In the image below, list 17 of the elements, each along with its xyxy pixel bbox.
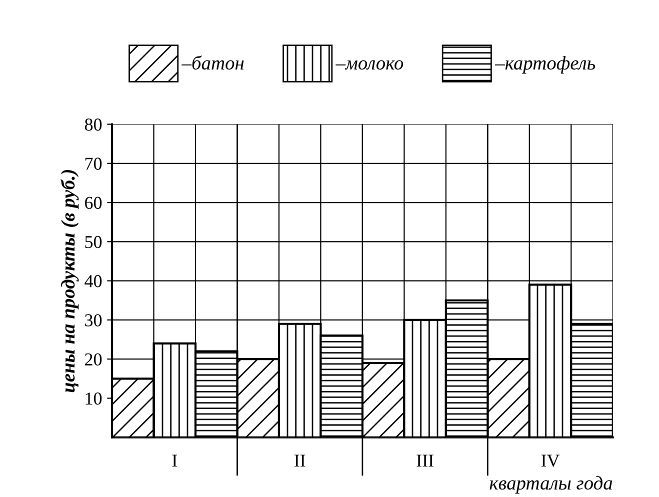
legend-label: –батон — [182, 56, 244, 70]
x-tick-label: III — [416, 454, 434, 467]
y-axis-title: цены на продукты (в руб.) — [60, 170, 79, 392]
y-tick-label: 40 — [84, 275, 102, 288]
y-tick-label: 70 — [85, 158, 102, 170]
x-tick-label: I — [172, 454, 178, 467]
legend-label: –картофель — [494, 56, 596, 74]
y-tick-label: 30 — [85, 314, 102, 326]
y-tick-label: 50 — [85, 236, 102, 248]
y-tick-label: 80 — [84, 118, 102, 131]
x-axis-title: кварталы года — [490, 476, 612, 494]
y-tick-label: 60 — [85, 196, 102, 209]
legend-label: –молоко — [336, 60, 404, 70]
y-tick-label: 20 — [85, 353, 102, 366]
x-tick-label: IV — [541, 454, 560, 467]
x-tick-label: II — [294, 454, 306, 467]
y-tick-label: 10 — [86, 392, 102, 405]
